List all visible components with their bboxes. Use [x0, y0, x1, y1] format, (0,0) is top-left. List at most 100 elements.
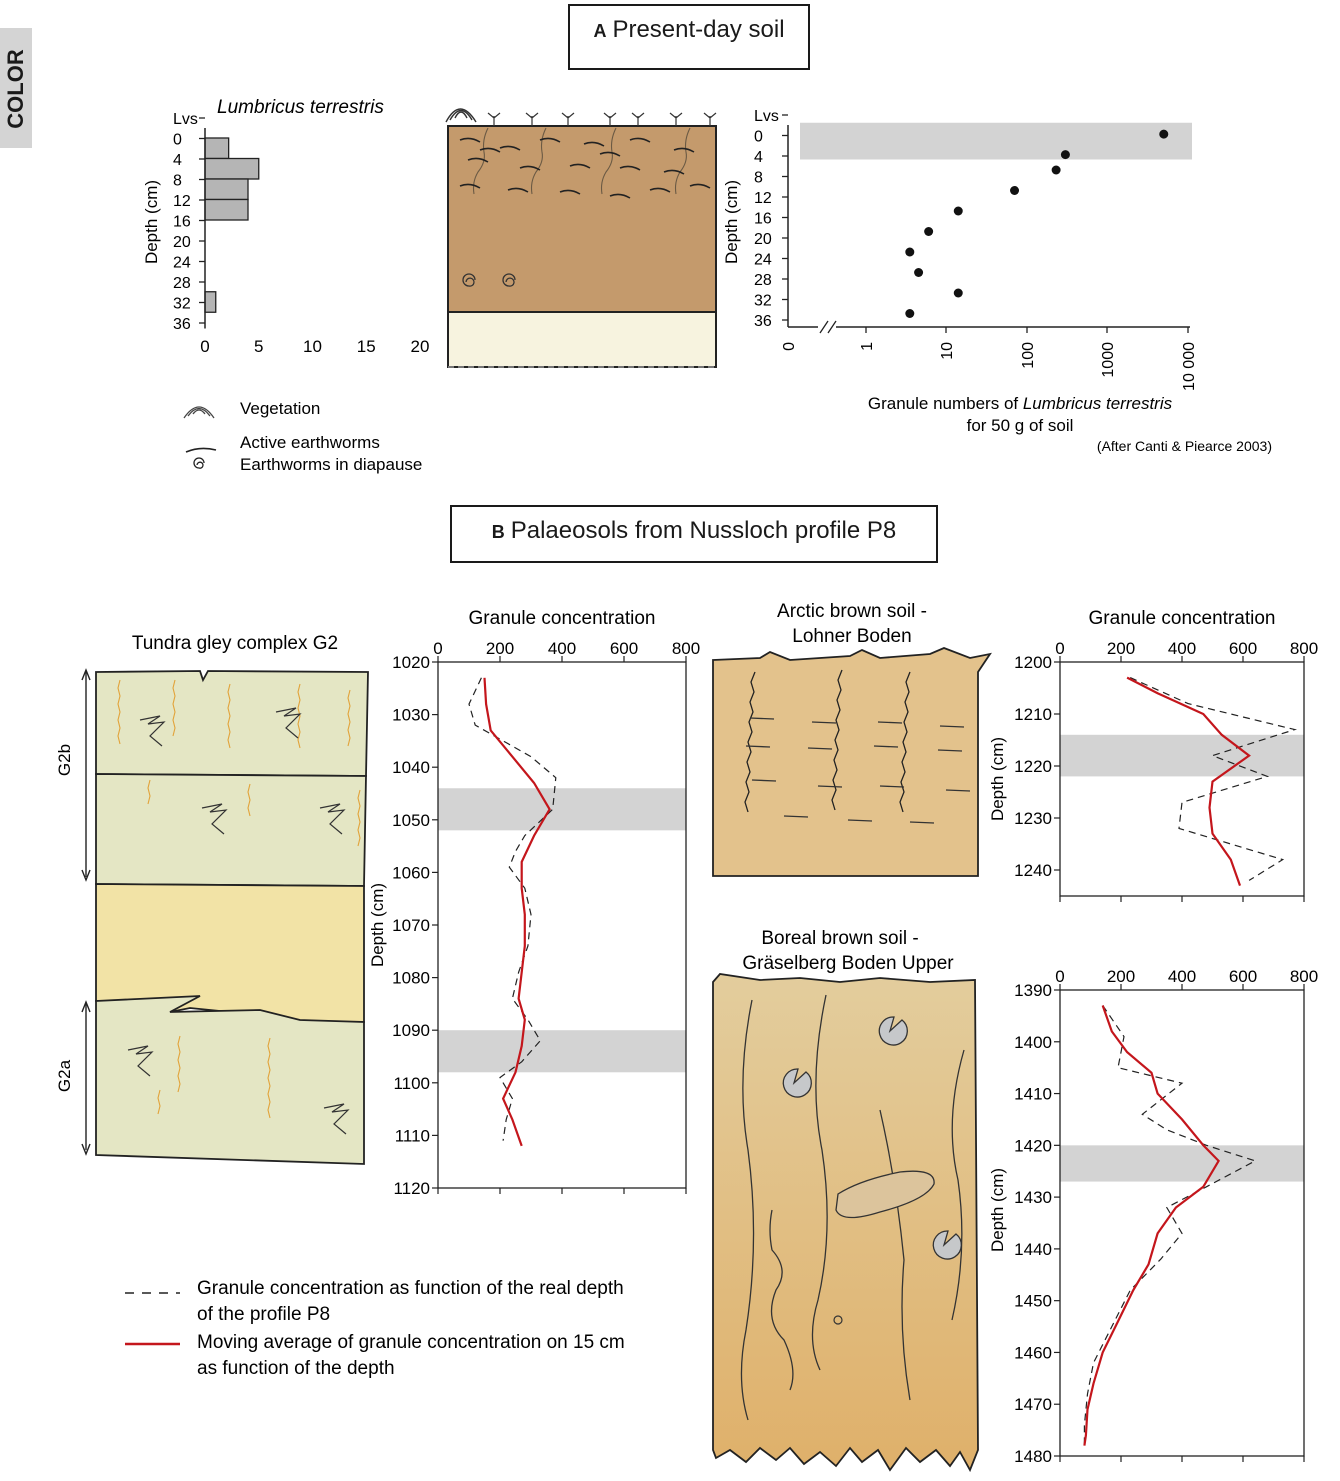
- y-tick-label: 24: [173, 255, 191, 272]
- y-tick-label: 0: [173, 132, 182, 149]
- crack: [147, 779, 151, 805]
- plant-icon: [669, 112, 683, 126]
- crack: [117, 679, 121, 745]
- plants: [487, 112, 717, 126]
- y-tick-label: Lvs: [754, 108, 779, 125]
- x-tick-label: 1000: [1100, 342, 1117, 378]
- y-tick-label: 24: [754, 252, 772, 269]
- earthworm: [673, 147, 695, 153]
- y-axis-label: Depth (cm): [988, 1168, 1007, 1252]
- shaded-band: [1060, 1145, 1304, 1182]
- shaded-band: [438, 788, 686, 831]
- y-tick-label: Lvs: [173, 111, 198, 128]
- boreal-roots: [740, 994, 965, 1421]
- burrow: [472, 127, 489, 195]
- y-tick-label: 1410: [1014, 1085, 1052, 1104]
- y-tick-label: 1390: [1014, 981, 1052, 1000]
- y-tick-label: 1060: [392, 863, 430, 882]
- active-earthworm-legend-icon: [185, 447, 217, 453]
- data-point: [924, 227, 934, 236]
- y-tick-label: 1460: [1014, 1343, 1052, 1362]
- y-tick-label: 8: [754, 170, 763, 187]
- y-tick-label: 1480: [1014, 1447, 1052, 1466]
- y-tick-label: 1240: [1014, 861, 1052, 880]
- y-axis-label: Depth (cm): [142, 180, 161, 264]
- y-tick-label: 32: [173, 296, 191, 313]
- bar: [204, 291, 217, 313]
- tundra-granule-chart: 0 200 400 600 800 1020 1030 1040 1050 1060 1070 108…: [368, 608, 700, 1198]
- y-tick-label: 8: [173, 173, 182, 190]
- credit: (After Canti & Piearce 2003): [1097, 438, 1272, 454]
- earthworm: [609, 193, 631, 199]
- x-tick-label: 1: [859, 342, 876, 351]
- earthworm: [569, 163, 591, 169]
- x-tick-label: 200: [486, 639, 514, 658]
- scatter-xlabel-line2: for 50 g of soil: [967, 416, 1074, 435]
- horizontal-mark: [811, 721, 837, 724]
- y-tick-label: 20: [754, 231, 772, 248]
- earthworm-bar-chart: Lvs 0 4 8 12 16 20 24 28 32 36 0 5 10 15 20 Depth (cm): [142, 111, 429, 356]
- x-tick-label: 10: [303, 337, 322, 356]
- y-tick-label: 1430: [1014, 1188, 1052, 1207]
- y-tick-label: 1090: [392, 1021, 430, 1040]
- tundra-title: Tundra gley complex G2: [132, 633, 338, 654]
- plant-icon: [603, 112, 617, 126]
- chart-title: Granule concentration: [469, 608, 656, 629]
- x-tick-label: 0: [781, 342, 798, 351]
- g2a-layer: [95, 995, 365, 1165]
- x-tick-label: 0: [200, 337, 209, 356]
- x-tick-label: 800: [672, 639, 700, 658]
- earthworm: [663, 169, 685, 175]
- crack: [267, 1037, 271, 1119]
- x-tick-label: 800: [1290, 639, 1318, 658]
- x-tick-label: 10 000: [1181, 342, 1198, 391]
- burrow: [600, 127, 617, 195]
- vegetation-icon: [445, 108, 477, 123]
- horizontal-mark: [939, 725, 965, 728]
- root-mark: [323, 1103, 350, 1135]
- tundra-gley-profile: G2b G2a: [55, 668, 369, 1165]
- present-day-soil-profile: [445, 108, 717, 368]
- x-tick-label: 400: [1168, 639, 1196, 658]
- horizontal-mark: [909, 821, 935, 824]
- y-tick-label: 1040: [392, 758, 430, 777]
- moving-average-line: [1126, 676, 1251, 886]
- x-tick-label: 0: [1055, 639, 1064, 658]
- color-tag: COLOR: [0, 28, 32, 148]
- horizontal-mark: [751, 779, 777, 782]
- y-tick-label: 28: [173, 275, 191, 292]
- y-tick-label: 20: [173, 234, 191, 251]
- y-tick-label: 1120: [393, 1179, 430, 1198]
- earthworm: [559, 189, 581, 195]
- snail-shell-icons: [782, 1016, 962, 1260]
- legend-diapause: Earthworms in diapause: [240, 455, 422, 474]
- plant-icon: [525, 112, 539, 126]
- y-axis-label: Depth (cm): [988, 737, 1007, 821]
- diapause-earthworm-icons: [462, 273, 516, 287]
- g2b-label: G2b: [55, 744, 74, 776]
- g2b-upper-layer: [95, 670, 369, 777]
- data-point: [1051, 165, 1061, 175]
- y-axis-label: Depth (cm): [368, 883, 387, 967]
- earthworm: [459, 137, 481, 143]
- y-tick-label: 16: [173, 214, 191, 231]
- crack: [297, 683, 301, 749]
- x-tick-label: 600: [1229, 639, 1257, 658]
- horizontal-mark: [873, 745, 899, 748]
- y-tick-label: 1070: [392, 916, 430, 935]
- earthworm: [479, 147, 501, 153]
- scatter-xlabel: Granule numbers of Lumbricus terrestris: [868, 394, 1173, 413]
- x-tick-label: 800: [1290, 967, 1318, 986]
- plant-icon: [561, 112, 575, 126]
- burrow: [899, 671, 911, 813]
- moving-average-line: [1083, 1005, 1220, 1446]
- y-axis-label: Depth (cm): [722, 180, 741, 264]
- moving-average-line: [483, 677, 551, 1147]
- small-pebble: [833, 1315, 843, 1325]
- data-point: [953, 206, 963, 216]
- root-mark: [275, 707, 302, 739]
- y-tick-label: 16: [754, 211, 772, 228]
- plot-frame: [1059, 989, 1305, 1457]
- x-tick-label: 100: [1020, 342, 1037, 369]
- y-tick-label: 1100: [393, 1074, 430, 1093]
